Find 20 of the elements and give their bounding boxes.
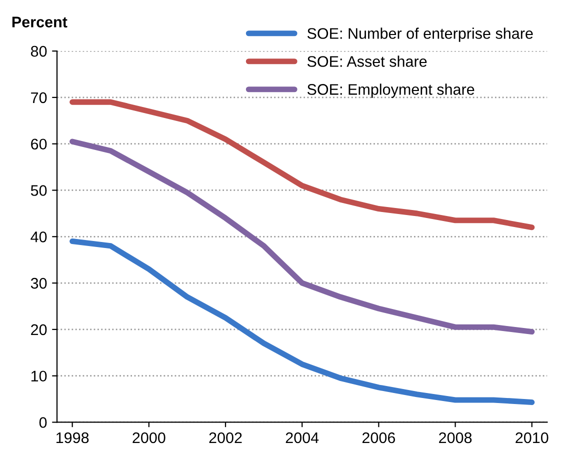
y-tick-label: 80 (30, 46, 47, 57)
legend-label: SOE: Number of enterprise share (307, 28, 533, 42)
legend-label: SOE: Asset share (307, 56, 427, 67)
x-tick-label: 2000 (132, 432, 166, 444)
x-tick-label: 1998 (56, 432, 89, 444)
legend-label: SOE: Employment share (307, 84, 474, 98)
y-tick-label: 20 (31, 324, 47, 336)
y-tick-label: 70 (31, 92, 47, 104)
y-tick-label: 30 (30, 278, 47, 289)
y-tick-label: 40 (30, 232, 47, 242)
x-tick-label: 2006 (362, 432, 396, 444)
y-tick-label: 10 (31, 370, 47, 382)
y-tick-label: 0 (39, 417, 47, 428)
x-tick-label: 2002 (209, 432, 242, 444)
y-tick-label: 60 (31, 138, 47, 150)
x-tick-label: 2008 (439, 432, 472, 444)
x-tick-label: 2004 (286, 432, 319, 444)
y-axis-title: Percent (12, 16, 68, 28)
x-tick-label: 2010 (516, 432, 548, 444)
y-tick-label: 50 (30, 185, 47, 196)
